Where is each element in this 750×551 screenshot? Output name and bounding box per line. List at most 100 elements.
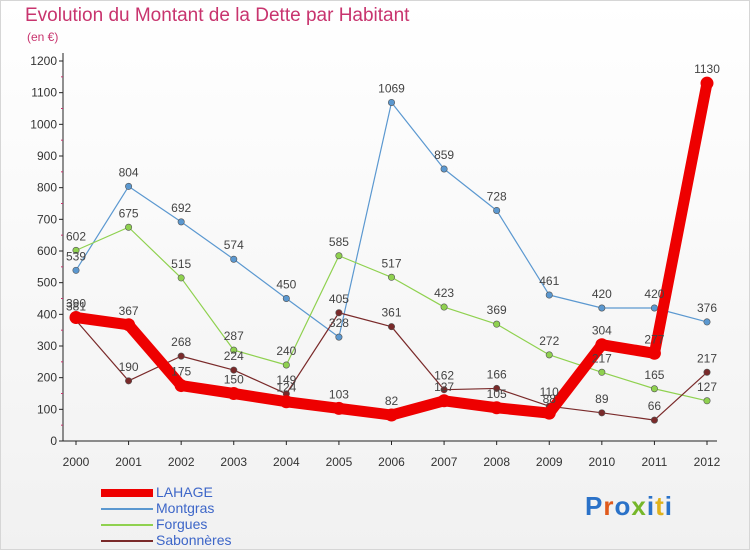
- data-label: 66: [648, 399, 662, 413]
- data-label: 149: [276, 373, 296, 387]
- data-point: [125, 377, 133, 385]
- data-label: 1130: [694, 62, 720, 76]
- chart-subtitle: (en €): [27, 30, 59, 44]
- data-label: 272: [539, 334, 559, 348]
- y-tick-label: 1200: [30, 54, 57, 68]
- x-tick-label: 2001: [115, 455, 142, 469]
- data-label: 190: [119, 360, 139, 374]
- data-label: 277: [644, 332, 664, 346]
- data-label: 82: [385, 394, 399, 408]
- data-label: 574: [224, 238, 244, 252]
- data-label: 240: [276, 344, 296, 358]
- data-point: [440, 303, 448, 311]
- data-point: [174, 379, 188, 393]
- x-tick-label: 2008: [483, 455, 510, 469]
- data-label: 165: [644, 368, 664, 382]
- data-label: 859: [434, 148, 454, 162]
- data-point: [595, 338, 609, 352]
- data-label: 517: [381, 256, 401, 270]
- logo-letter: i: [646, 491, 656, 521]
- data-label: 224: [224, 349, 244, 363]
- data-label: 166: [487, 367, 507, 381]
- data-label: 515: [171, 257, 191, 271]
- data-label: 728: [487, 189, 507, 203]
- x-tick-label: 2006: [378, 455, 405, 469]
- legend-label: LAHAGE: [156, 484, 213, 500]
- data-label: 304: [592, 324, 612, 338]
- data-label: 390: [66, 297, 86, 311]
- logo-letter: P: [585, 491, 604, 521]
- x-tick-label: 2009: [536, 455, 563, 469]
- data-point: [385, 408, 398, 422]
- data-label: 1069: [378, 81, 405, 95]
- logo-letter: t: [655, 491, 665, 521]
- legend-label: Forgues: [156, 516, 208, 532]
- x-tick-label: 2010: [588, 455, 615, 469]
- data-label: 127: [697, 380, 717, 394]
- data-point: [437, 394, 451, 408]
- data-point: [440, 386, 448, 394]
- data-label: 127: [434, 380, 454, 394]
- data-label: 175: [171, 365, 191, 379]
- data-label: 88: [543, 392, 557, 406]
- data-point: [230, 255, 238, 263]
- data-point: [440, 165, 448, 173]
- data-label: 539: [66, 249, 86, 263]
- data-label: 103: [329, 387, 349, 401]
- data-point: [598, 409, 606, 417]
- data-point: [493, 206, 501, 214]
- data-label: 217: [697, 351, 717, 365]
- data-label: 585: [329, 235, 349, 249]
- data-point: [545, 351, 553, 359]
- data-point: [545, 291, 553, 299]
- data-label: 405: [329, 292, 349, 306]
- data-point: [647, 346, 661, 360]
- y-tick-label: 500: [37, 276, 57, 290]
- y-tick-label: 0: [50, 434, 57, 448]
- y-tick-label: 300: [37, 339, 57, 353]
- x-tick-label: 2002: [168, 455, 195, 469]
- data-point: [227, 387, 241, 400]
- data-point: [230, 366, 238, 374]
- y-tick-label: 1100: [31, 86, 57, 100]
- data-point: [490, 401, 504, 415]
- legend-label: Sabonnères: [156, 532, 232, 548]
- data-point: [69, 311, 83, 324]
- data-point: [335, 333, 343, 341]
- data-point: [279, 395, 293, 409]
- data-point: [177, 274, 185, 282]
- x-tick-label: 2012: [694, 455, 721, 469]
- data-point: [230, 346, 238, 354]
- x-tick-label: 2000: [63, 455, 90, 469]
- data-label: 675: [119, 206, 139, 220]
- data-label: 287: [224, 329, 244, 343]
- data-point: [332, 401, 346, 415]
- x-tick-label: 2003: [220, 455, 247, 469]
- data-label: 376: [697, 301, 717, 315]
- data-label: 217: [592, 351, 612, 365]
- data-label: 420: [644, 287, 664, 301]
- x-tick-label: 2004: [273, 455, 300, 469]
- data-point: [125, 223, 133, 231]
- data-label: 461: [539, 274, 559, 288]
- data-point: [703, 318, 711, 326]
- data-point: [387, 323, 395, 331]
- data-point: [650, 385, 658, 393]
- data-label: 602: [66, 229, 86, 243]
- y-tick-label: 200: [37, 371, 57, 385]
- legend-swatch: [101, 524, 153, 526]
- legend-swatch: [101, 489, 153, 497]
- y-tick-label: 800: [37, 181, 57, 195]
- data-point: [542, 406, 556, 420]
- data-label: 105: [487, 387, 507, 401]
- data-label: 420: [592, 287, 612, 301]
- legend-swatch: [101, 540, 153, 542]
- logo-letter: x: [631, 491, 647, 521]
- data-label: 162: [434, 369, 454, 383]
- x-tick-label: 2007: [431, 455, 458, 469]
- data-point: [177, 218, 185, 226]
- y-tick-label: 100: [37, 402, 57, 416]
- data-label: 124: [276, 381, 296, 395]
- data-point: [703, 368, 711, 376]
